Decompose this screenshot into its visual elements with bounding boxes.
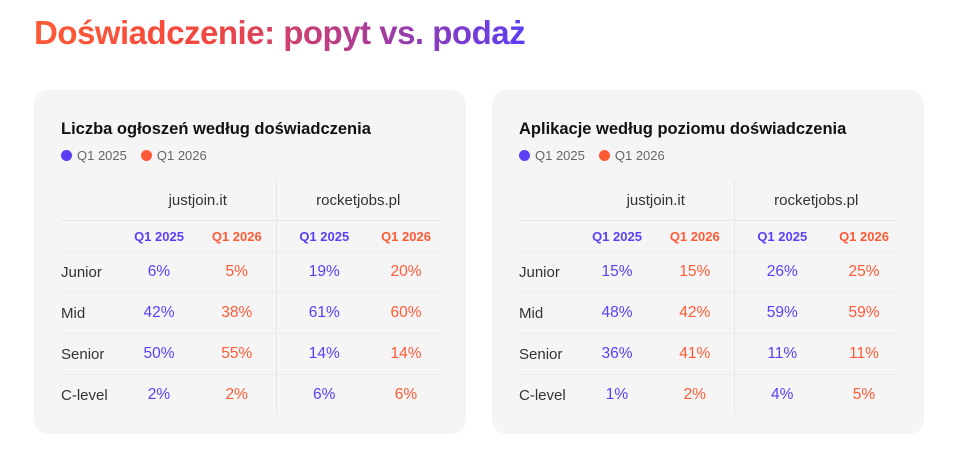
- table-row: C-level 2% 2% 6% 6%: [61, 374, 440, 415]
- table-row: Mid 42% 38% 61% 60%: [61, 292, 440, 334]
- page-title: Doświadczenie: popyt vs. podaż: [34, 14, 526, 51]
- card-title: Aplikacje według poziomu doświadczenia: [519, 120, 847, 138]
- period-header: Q1 2025: [733, 220, 830, 252]
- period-header: Q1 2026: [656, 220, 734, 252]
- period-header: Q1 2026: [198, 220, 276, 252]
- value-cell: 25%: [830, 251, 898, 293]
- value-cell: 61%: [275, 292, 372, 334]
- row-label: Senior: [61, 333, 120, 375]
- site-header-justjoin: justjoin.it: [168, 191, 227, 209]
- value-cell: 19%: [275, 251, 372, 293]
- site-header-justjoin: justjoin.it: [626, 191, 685, 209]
- value-cell: 6%: [275, 374, 372, 415]
- value-cell: 60%: [372, 292, 440, 334]
- value-cell: 42%: [120, 292, 198, 334]
- row-label: Mid: [61, 292, 120, 334]
- site-header-rocketjobs: rocketjobs.pl: [275, 180, 440, 221]
- row-label: C-level: [61, 374, 120, 415]
- value-cell: 11%: [830, 333, 898, 375]
- value-cell: 15%: [656, 251, 734, 293]
- period-header: Q1 2025: [120, 220, 198, 252]
- site-header-rocketjobs: rocketjobs.pl: [733, 180, 898, 221]
- value-cell: 6%: [120, 251, 198, 293]
- legend-item-q1-2025: Q1 2025: [61, 148, 127, 163]
- legend: Q1 2025 Q1 2026: [61, 148, 207, 163]
- value-cell: 2%: [120, 374, 198, 415]
- experience-table: justjoin.it rocketjobs.pl Q1 2025 Q1 202…: [61, 180, 440, 415]
- value-cell: 36%: [578, 333, 656, 375]
- row-label: Junior: [61, 251, 120, 293]
- value-cell: 41%: [656, 333, 734, 375]
- table-row: Senior 36% 41% 11% 11%: [519, 333, 898, 375]
- experience-table: justjoin.it rocketjobs.pl Q1 2025 Q1 202…: [519, 180, 898, 415]
- value-cell: 59%: [733, 292, 830, 334]
- value-cell: 14%: [372, 333, 440, 375]
- empty-header: [61, 220, 120, 252]
- row-label: Mid: [519, 292, 578, 334]
- value-cell: 15%: [578, 251, 656, 293]
- legend-label: Q1 2025: [535, 148, 585, 163]
- value-cell: 59%: [830, 292, 898, 334]
- legend-dot-icon: [598, 150, 610, 161]
- card-title: Liczba ogłoszeń według doświadczenia: [61, 120, 371, 138]
- table-row: Junior 15% 15% 26% 25%: [519, 251, 898, 293]
- period-header: Q1 2026: [830, 220, 898, 252]
- value-cell: 48%: [578, 292, 656, 334]
- legend-item-q1-2026: Q1 2026: [140, 148, 207, 163]
- legend-dot-icon: [61, 150, 72, 161]
- legend-item-q1-2026: Q1 2026: [598, 148, 665, 163]
- value-cell: 2%: [656, 374, 734, 415]
- value-cell: 38%: [198, 292, 276, 334]
- row-label: Junior: [519, 251, 578, 293]
- legend-label: Q1 2026: [614, 148, 665, 163]
- table-row: C-level 1% 2% 4% 5%: [519, 374, 898, 415]
- legend-label: Q1 2025: [77, 148, 127, 163]
- period-header: Q1 2025: [578, 220, 656, 252]
- legend-label: Q1 2026: [156, 148, 207, 163]
- value-cell: 55%: [198, 333, 276, 375]
- value-cell: 5%: [830, 374, 898, 415]
- period-header: Q1 2026: [372, 220, 440, 252]
- empty-header: [61, 180, 120, 221]
- table-row: Senior 50% 55% 14% 14%: [61, 333, 440, 375]
- job-postings-card: Liczba ogłoszeń według doświadczenia Q1 …: [34, 90, 466, 434]
- empty-header: [519, 180, 578, 221]
- value-cell: 1%: [578, 374, 656, 415]
- table-row: Junior 6% 5% 19% 20%: [61, 251, 440, 293]
- legend-dot-icon: [519, 150, 530, 161]
- value-cell: 11%: [733, 333, 830, 375]
- value-cell: 42%: [656, 292, 734, 334]
- row-label: C-level: [519, 374, 578, 415]
- legend-dot-icon: [140, 150, 152, 161]
- value-cell: 14%: [275, 333, 372, 375]
- table-row: Mid 48% 42% 59% 59%: [519, 292, 898, 334]
- value-cell: 50%: [120, 333, 198, 375]
- value-cell: 6%: [372, 374, 440, 415]
- empty-header: [519, 220, 578, 252]
- value-cell: 2%: [198, 374, 276, 415]
- row-label: Senior: [519, 333, 578, 375]
- value-cell: 4%: [733, 374, 830, 415]
- legend-item-q1-2025: Q1 2025: [519, 148, 585, 163]
- applications-card: Aplikacje według poziomu doświadczenia Q…: [492, 90, 924, 434]
- value-cell: 5%: [198, 251, 276, 293]
- value-cell: 20%: [372, 251, 440, 293]
- legend: Q1 2025 Q1 2026: [519, 148, 665, 163]
- period-header: Q1 2025: [275, 220, 372, 252]
- value-cell: 26%: [733, 251, 830, 293]
